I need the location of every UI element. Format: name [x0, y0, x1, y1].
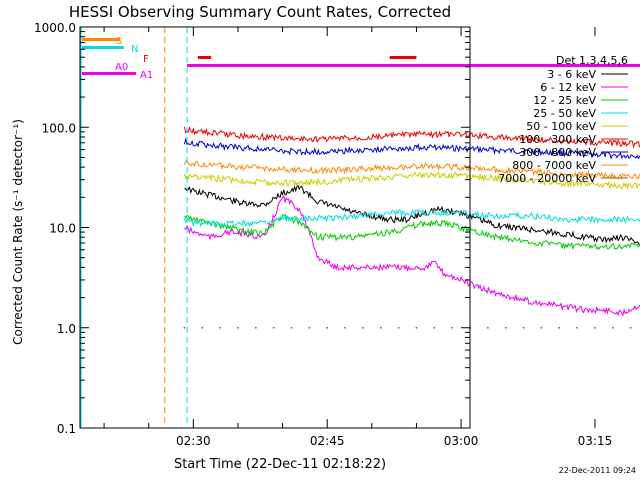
- data-point-7000-20000kev: [326, 326, 329, 329]
- flag-label: S: [116, 36, 122, 47]
- series-line: [184, 195, 640, 317]
- y-tick-label: 0.1: [57, 422, 76, 436]
- y-tick-label: 1000.0: [34, 21, 76, 35]
- series-line: [184, 184, 640, 247]
- flag-label: A1: [140, 70, 153, 81]
- data-point-7000-20000kev: [272, 326, 275, 329]
- flag-bar-a1: [82, 72, 136, 75]
- axes: 0.1 1.0 10.0 100.0 1000.0 02:30 02:45 03:00 03:1…: [34, 21, 613, 448]
- data-point-7000-20000kev: [379, 326, 382, 329]
- data-point-7000-20000kev: [594, 326, 596, 329]
- data-point-7000-20000kev: [219, 326, 221, 329]
- series-line: [183, 171, 640, 190]
- y-axis-label: Corrected Count Rate (s⁻¹ detector⁻¹): [11, 119, 25, 345]
- legend-entry-label: 100 - 300 keV: [519, 133, 596, 146]
- data-point-7000-20000kev: [415, 326, 418, 329]
- x-tick-label: 03:00: [444, 434, 479, 448]
- data-point-7000-20000kev: [397, 326, 400, 329]
- data-point-7000-20000kev: [308, 326, 311, 329]
- data-point-7000-20000kev: [487, 326, 489, 329]
- y-tick-label: 10.0: [49, 222, 76, 236]
- legend-entry-label: 12 - 25 keV: [533, 94, 596, 107]
- flag-bar-a0: [187, 64, 640, 67]
- flag-label: F: [143, 54, 149, 65]
- data-point-7000-20000kev: [290, 326, 293, 329]
- series-lines: [183, 126, 640, 329]
- x-axis-label: Start Time (22-Dec-11 02:18:22): [174, 457, 386, 472]
- data-point-7000-20000kev: [237, 326, 239, 329]
- series-line: [183, 213, 640, 251]
- series-line: [183, 208, 640, 228]
- flag-bars: SNF A0 A1: [82, 36, 640, 81]
- data-point-7000-20000kev: [433, 326, 436, 329]
- footer-date: 22-Dec-2011 09:24: [559, 466, 636, 475]
- data-point-7000-20000kev: [344, 326, 346, 329]
- legend-entry-label: 300 - 800 keV: [519, 146, 596, 159]
- data-point-7000-20000kev: [201, 326, 204, 329]
- flag-bar-f: [389, 56, 417, 59]
- legend-entry-label: 50 - 100 keV: [526, 120, 596, 133]
- data-point-7000-20000kev: [255, 326, 257, 329]
- series-line: [183, 159, 640, 180]
- legend-entry-label: 25 - 50 keV: [533, 107, 596, 120]
- chart-title: HESSI Observing Summary Count Rates, Cor…: [69, 3, 451, 21]
- data-point-7000-20000kev: [576, 326, 578, 329]
- flag-label: A0: [115, 62, 128, 73]
- flag-bar-n: [82, 46, 124, 49]
- x-tick-label: 02:30: [176, 434, 211, 448]
- series-line: [183, 137, 640, 160]
- legend-entry-label: 7000 - 20000 keV: [498, 172, 596, 185]
- data-point-7000-20000kev: [611, 326, 614, 329]
- data-point-7000-20000kev: [362, 326, 364, 329]
- data-point-7000-20000kev: [451, 326, 453, 329]
- data-point-7000-20000kev: [183, 326, 186, 329]
- flag-bar-f: [197, 56, 212, 59]
- y-tick-label: 100.0: [42, 121, 76, 135]
- plot-area: [80, 27, 470, 428]
- x-tick-label: 02:45: [310, 434, 345, 448]
- plot-background: [80, 27, 470, 428]
- y-tick-label: 1.0: [57, 322, 76, 336]
- x-tick-label: 03:15: [578, 434, 613, 448]
- legend-title: Det 1,3,4,5,6: [556, 54, 628, 67]
- data-point-7000-20000kev: [540, 326, 543, 329]
- flag-label: N: [131, 44, 138, 55]
- data-point-7000-20000kev: [629, 326, 632, 329]
- series-line: [183, 126, 640, 149]
- flag-bar-s: [82, 38, 120, 41]
- legend-entry-label: 800 - 7000 keV: [512, 159, 596, 172]
- data-point-7000-20000kev: [558, 326, 561, 329]
- legend-entry-label: 3 - 6 keV: [547, 68, 596, 81]
- data-point-7000-20000kev: [522, 326, 525, 329]
- legend-entry-label: 6 - 12 keV: [540, 81, 596, 94]
- data-point-7000-20000kev: [504, 326, 507, 329]
